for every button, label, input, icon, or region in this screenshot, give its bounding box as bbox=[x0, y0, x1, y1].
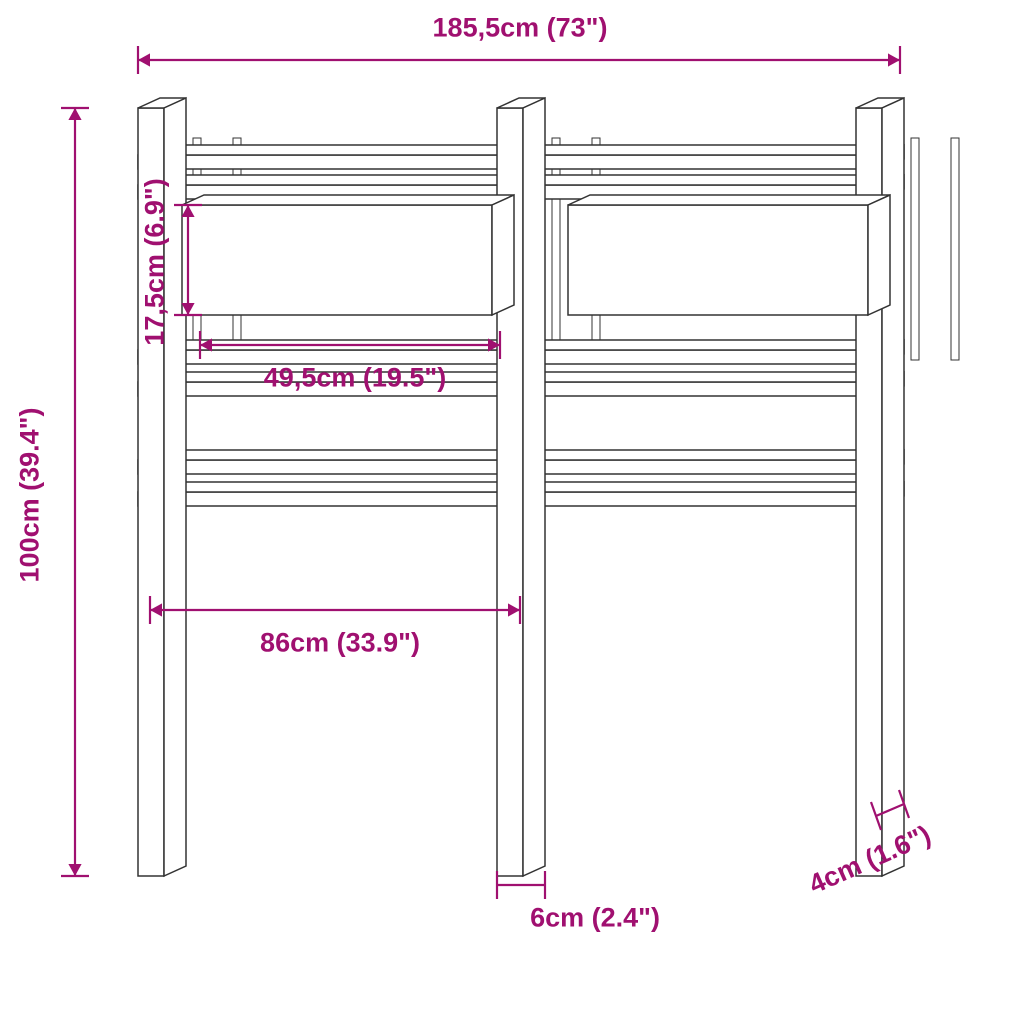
dimension-post_width: 6cm (2.4") bbox=[530, 903, 660, 934]
dimension-total_height: 100cm (39.4") bbox=[15, 408, 46, 583]
dimension-total_width: 185,5cm (73") bbox=[433, 13, 608, 44]
dimension-panel_width: 49,5cm (19.5") bbox=[264, 363, 446, 394]
dimension-panel_height: 17,5cm (6.9") bbox=[140, 178, 171, 345]
dimension-half_width: 86cm (33.9") bbox=[260, 628, 420, 659]
